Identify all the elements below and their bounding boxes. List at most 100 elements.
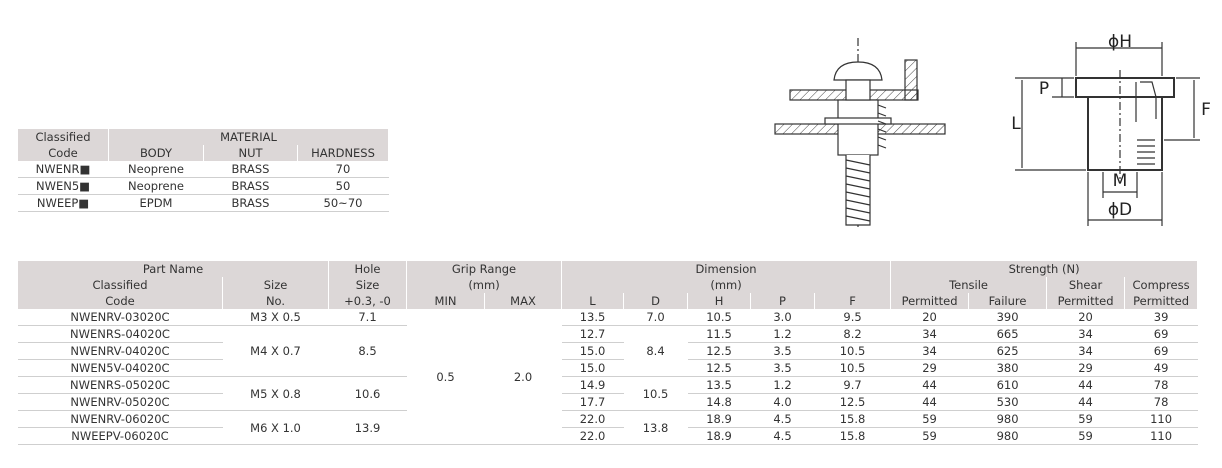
cell: 44 bbox=[890, 376, 969, 394]
cell: M3 X 0.5 bbox=[222, 309, 329, 326]
cell: 110 bbox=[1124, 410, 1198, 428]
data-row: NWENRV-06020C M6 X 1.0 13.9 22.0 13.8 18.9 4.5… bbox=[17, 410, 1198, 445]
cell: 9.7 bbox=[814, 376, 891, 394]
cell: 20 bbox=[1046, 309, 1125, 326]
header-cell: MAX bbox=[484, 293, 563, 309]
cell: M5 X 0.8 bbox=[222, 376, 329, 411]
installation-diagram bbox=[774, 38, 946, 228]
label-f: F bbox=[1201, 100, 1211, 120]
cell: 18.9 bbox=[687, 427, 751, 445]
cell: NWENRV-04020C bbox=[17, 342, 223, 360]
cell: 7.0 bbox=[623, 309, 688, 326]
cell: NWENRV-03020C bbox=[17, 309, 223, 326]
header-cell: Size bbox=[221, 277, 330, 293]
cell: 20 bbox=[890, 309, 969, 326]
label-l: L bbox=[1011, 114, 1021, 134]
cell: NWEEP■ bbox=[17, 194, 109, 212]
cell: 3.0 bbox=[750, 309, 815, 326]
cell: 29 bbox=[890, 359, 969, 377]
material-table: Classified MATERIAL Code BODY NUT HARDNESS NWE… bbox=[17, 129, 389, 212]
cell: 2.0 bbox=[484, 309, 562, 445]
header-cell: (mm) bbox=[561, 277, 892, 293]
data-row: NWEEP■ EPDM BRASS 50~70 bbox=[17, 194, 389, 212]
cell: 15.0 bbox=[561, 359, 624, 377]
cell: M6 X 1.0 bbox=[222, 410, 329, 445]
cell: 13.8 bbox=[623, 410, 688, 445]
data-row: NWENRV-03020C M3 X 0.5 7.1 0.5 2.0 13.5 7.0 10.… bbox=[17, 309, 1198, 445]
cell: NWEN5■ bbox=[17, 177, 109, 195]
cell: 59 bbox=[890, 427, 969, 445]
header-row: Part Name Hole Grip Range Dimension Strength… bbox=[16, 261, 1199, 277]
cell: Neoprene bbox=[108, 161, 204, 178]
label-m: M bbox=[1113, 171, 1128, 191]
cell: 69 bbox=[1124, 325, 1198, 343]
cell: 3.5 bbox=[750, 359, 815, 377]
header-cell: Hole bbox=[328, 261, 408, 277]
header-row: Classified MATERIAL bbox=[17, 129, 389, 145]
cell: 13.5 bbox=[561, 309, 624, 326]
cell: 12.5 bbox=[814, 393, 891, 411]
cell: Neoprene bbox=[108, 177, 204, 195]
cell: 14.8 bbox=[687, 393, 751, 411]
cell: 50~70 bbox=[297, 194, 389, 212]
cell: 10.5 bbox=[814, 359, 891, 377]
data-row: NWEN5■ Neoprene BRASS 50 bbox=[17, 177, 389, 195]
cell: 15.0 bbox=[561, 342, 624, 360]
data-row: NWENRS-04020C M4 X 0.7 8.5 12.7 8.4 11.5 1.2 8.… bbox=[17, 325, 1198, 377]
cell: 4.5 bbox=[750, 410, 815, 428]
cell: 4.0 bbox=[750, 393, 815, 411]
cell: 10.6 bbox=[328, 376, 407, 411]
spec-table: Part Name Hole Grip Range Dimension Strength… bbox=[16, 261, 1199, 445]
cell: 44 bbox=[1046, 376, 1125, 394]
cell: 18.9 bbox=[687, 410, 751, 428]
cell: 22.0 bbox=[561, 410, 624, 428]
cell: 59 bbox=[1046, 410, 1125, 428]
data-row: NWENR■ Neoprene BRASS 70 bbox=[17, 161, 389, 178]
dimension-diagram bbox=[1015, 42, 1200, 226]
cell: 22.0 bbox=[561, 427, 624, 445]
data-row: NWENRV-05020C 17.7 14.8 4.0 12.5 44 530 44 78 bbox=[17, 393, 1198, 411]
header-cell: Size bbox=[328, 277, 408, 293]
header-cell: Shear bbox=[1046, 277, 1126, 293]
cell: 10.5 bbox=[623, 376, 688, 411]
cell: NWEEPV-06020C bbox=[17, 427, 223, 445]
header-cell: Code bbox=[17, 293, 223, 309]
cell: 390 bbox=[968, 309, 1047, 326]
header-cell: Strength (N) bbox=[890, 261, 1199, 277]
header-cell: L bbox=[561, 293, 625, 309]
cell: 29 bbox=[1046, 359, 1125, 377]
cell: 39 bbox=[1124, 309, 1198, 326]
header-cell: No. bbox=[221, 293, 330, 309]
header-cell: Code bbox=[17, 145, 109, 161]
cell: 44 bbox=[890, 393, 969, 411]
header-row: Code No. +0.3, -0 MIN MAX L D H P F Permitted Failu… bbox=[17, 293, 1199, 309]
header-cell: F bbox=[814, 293, 892, 309]
cell: 34 bbox=[890, 325, 969, 343]
cell: 1.2 bbox=[750, 376, 815, 394]
label-h: ϕH bbox=[1108, 32, 1132, 52]
cell: NWENRS-04020C bbox=[17, 325, 223, 343]
data-row: NWEEPV-06020C 22.0 18.9 4.5 15.8 59 980 59 110 bbox=[17, 427, 1198, 445]
cell: 530 bbox=[968, 393, 1047, 411]
header-cell: Permitted bbox=[1046, 293, 1126, 309]
cell: 8.5 bbox=[328, 325, 407, 377]
header-cell: Classified bbox=[17, 129, 109, 145]
cell: 34 bbox=[890, 342, 969, 360]
cell: 59 bbox=[890, 410, 969, 428]
cell: 665 bbox=[968, 325, 1047, 343]
cell: 12.5 bbox=[687, 342, 751, 360]
header-cell: Dimension bbox=[561, 261, 892, 277]
cell: NWENRS-05020C bbox=[17, 376, 223, 394]
header-cell: MIN bbox=[406, 293, 486, 309]
cell: 980 bbox=[968, 410, 1047, 428]
header-cell: +0.3, -0 bbox=[328, 293, 408, 309]
cell: 0.5 bbox=[406, 309, 485, 445]
cell: 15.8 bbox=[814, 427, 891, 445]
cell: 110 bbox=[1124, 427, 1198, 445]
cell: 14.9 bbox=[561, 376, 624, 394]
cell: 13.9 bbox=[328, 410, 407, 445]
cell: EPDM bbox=[108, 194, 204, 212]
data-row: NWENRV-04020C 15.0 12.5 3.5 10.5 34 625 34 69 bbox=[17, 342, 1198, 360]
cell: BRASS bbox=[203, 177, 298, 195]
